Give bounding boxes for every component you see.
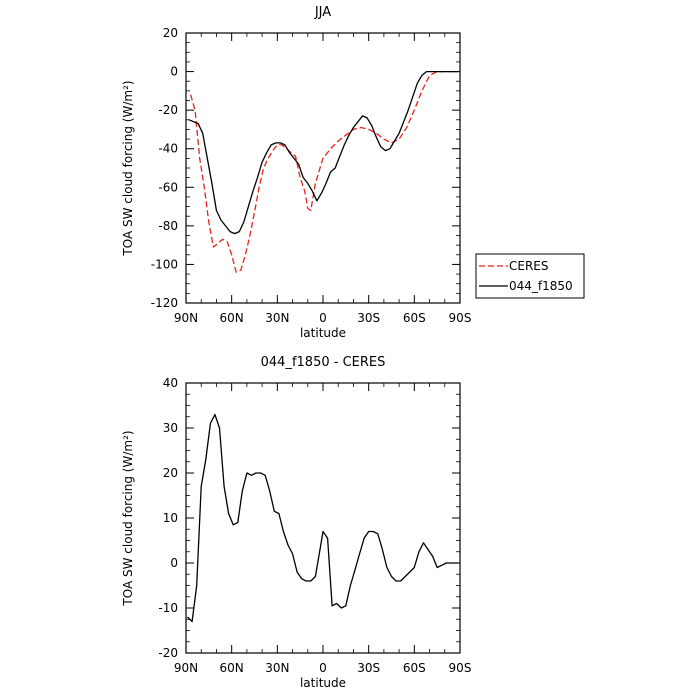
y-tick-label: -20 (158, 646, 178, 660)
legend-box (475, 253, 585, 299)
y-tick-label: 20 (163, 26, 178, 40)
legend: CERES 044_f1850 (475, 253, 585, 299)
x-tick-label: 30S (357, 311, 380, 325)
legend-label: 044_f1850 (509, 279, 573, 293)
y-tick-label: 0 (170, 556, 178, 570)
legend-label: CERES (509, 259, 549, 273)
y-axis-label: TOA SW cloud forcing (W/m²) (121, 80, 135, 256)
y-tick-label: 30 (163, 421, 178, 435)
x-tick-label: 30S (357, 661, 380, 675)
x-tick-label: 60N (220, 661, 244, 675)
y-tick-label: -60 (158, 180, 178, 194)
x-axis-label: latitude (300, 326, 346, 340)
x-tick-label: 30N (265, 661, 289, 675)
x-tick-label: 60S (403, 311, 426, 325)
x-tick-label: 0 (319, 661, 327, 675)
y-tick-label: 10 (163, 511, 178, 525)
x-tick-label: 0 (319, 311, 327, 325)
x-tick-label: 90N (174, 661, 198, 675)
y-axis-label: TOA SW cloud forcing (W/m²) (121, 430, 135, 606)
x-tick-label: 60N (220, 311, 244, 325)
series-line-ceres (189, 70, 459, 273)
y-tick-label: -100 (151, 257, 178, 271)
x-tick-label: 30N (265, 311, 289, 325)
x-tick-label: 90N (174, 311, 198, 325)
y-tick-label: -10 (158, 601, 178, 615)
y-tick-label: 20 (163, 466, 178, 480)
chart-title: 044_f1850 - CERES (261, 355, 386, 370)
y-tick-label: -20 (158, 103, 178, 117)
series-line-044-f1850 (188, 70, 459, 235)
x-tick-label: 60S (403, 661, 426, 675)
y-tick-label: 40 (163, 376, 178, 390)
y-tick-label: -40 (158, 142, 178, 156)
series-line-difference (187, 413, 459, 623)
plot-frame (185, 382, 461, 654)
x-tick-label: 90S (449, 311, 472, 325)
x-axis-label: latitude (300, 676, 346, 690)
y-tick-label: -120 (151, 296, 178, 310)
chart-title: JJA (314, 5, 331, 20)
y-tick-label: -80 (158, 219, 178, 233)
plot-frame (185, 32, 461, 304)
x-tick-label: 90S (449, 661, 472, 675)
y-tick-label: 0 (170, 65, 178, 79)
